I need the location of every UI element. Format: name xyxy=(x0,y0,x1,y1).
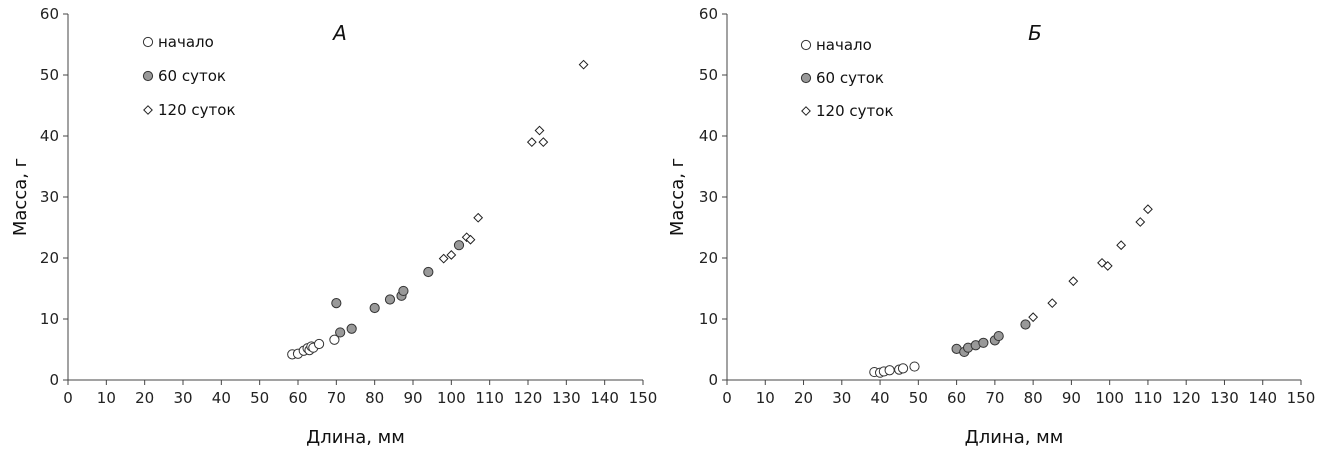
y-tick-label: 10 xyxy=(699,310,718,328)
x-tick-label: 110 xyxy=(475,389,504,407)
y-tick-label: 60 xyxy=(40,5,59,23)
data-point xyxy=(1135,217,1146,227)
x-tick-label: 70 xyxy=(327,389,346,407)
y-tick-label: 40 xyxy=(699,127,718,145)
panel-label: Б xyxy=(1028,21,1042,45)
x-tick-label: 40 xyxy=(871,389,890,407)
legend-marker xyxy=(142,70,154,82)
data-point xyxy=(398,285,409,297)
data-point xyxy=(369,302,380,314)
y-tick-label: 50 xyxy=(40,66,59,84)
data-point xyxy=(423,266,434,278)
x-tick-label: 150 xyxy=(629,389,658,407)
x-tick-label: 60 xyxy=(947,389,966,407)
data-point xyxy=(446,250,457,260)
x-tick-label: 120 xyxy=(1172,389,1201,407)
y-tick-label: 30 xyxy=(40,188,59,206)
data-point xyxy=(1097,257,1107,268)
x-axis-title: Длина, мм xyxy=(306,427,405,448)
legend-marker xyxy=(142,36,154,48)
data-point xyxy=(473,212,484,223)
x-tick-label: 0 xyxy=(63,389,73,407)
x-axis-title: Длина, мм xyxy=(965,427,1064,448)
data-point xyxy=(335,327,346,338)
y-tick-label: 60 xyxy=(699,5,718,23)
legend-marker xyxy=(143,105,153,115)
data-point xyxy=(1020,319,1031,330)
x-tick-label: 20 xyxy=(794,389,813,407)
legend-marker xyxy=(800,39,812,51)
y-tick-label: 0 xyxy=(49,371,59,389)
data-point xyxy=(978,337,989,348)
x-tick-label: 10 xyxy=(97,389,116,407)
x-tick-label: 100 xyxy=(437,389,466,407)
data-point xyxy=(384,294,396,305)
data-point xyxy=(578,59,589,70)
data-point xyxy=(329,334,340,345)
data-point xyxy=(526,137,537,148)
data-point xyxy=(897,363,909,374)
x-tick-label: 70 xyxy=(985,389,1004,407)
data-point xyxy=(1028,312,1039,323)
data-point xyxy=(1143,204,1153,215)
legend-label: начало xyxy=(816,36,872,54)
legend-label: 120 суток xyxy=(816,102,894,120)
data-point xyxy=(884,365,895,376)
y-axis-title: Масса, г xyxy=(10,158,31,236)
y-tick-label: 20 xyxy=(40,249,59,267)
x-tick-label: 140 xyxy=(590,389,619,407)
x-tick-label: 100 xyxy=(1095,389,1124,407)
x-tick-label: 60 xyxy=(288,389,307,407)
data-point xyxy=(465,234,476,245)
x-tick-label: 90 xyxy=(1062,389,1081,407)
legend-label: 60 суток xyxy=(158,67,226,85)
x-tick-label: 150 xyxy=(1287,389,1316,407)
x-tick-label: 110 xyxy=(1134,389,1163,407)
data-point xyxy=(1102,261,1113,271)
data-point xyxy=(1116,240,1127,251)
x-tick-label: 90 xyxy=(403,389,422,407)
y-tick-label: 0 xyxy=(708,371,718,389)
y-tick-label: 30 xyxy=(699,188,718,206)
data-point xyxy=(1068,276,1079,287)
chart-panel-b: 0 10 20 30 40 50 60 70 80 90 100 110 120 130 140 150 0 10… xyxy=(667,5,1315,448)
legend-label: 120 суток xyxy=(158,101,236,119)
data-point xyxy=(993,330,1004,342)
data-point xyxy=(538,137,549,148)
x-tick-label: 80 xyxy=(365,389,384,407)
legend-marker xyxy=(801,106,811,116)
legend-label: начало xyxy=(158,33,214,51)
x-tick-label: 140 xyxy=(1248,389,1277,407)
y-tick-label: 40 xyxy=(40,127,59,145)
y-tick-label: 50 xyxy=(699,66,718,84)
x-tick-label: 50 xyxy=(250,389,269,407)
x-tick-label: 30 xyxy=(832,389,851,407)
panel-label: А xyxy=(331,21,347,45)
x-tick-label: 50 xyxy=(909,389,928,407)
data-point xyxy=(909,361,920,372)
x-tick-label: 20 xyxy=(135,389,154,407)
x-tick-label: 30 xyxy=(173,389,192,407)
y-tick-label: 20 xyxy=(699,249,718,267)
x-tick-label: 130 xyxy=(1210,389,1239,407)
x-tick-label: 130 xyxy=(552,389,581,407)
x-tick-label: 80 xyxy=(1024,389,1043,407)
data-point xyxy=(1047,298,1058,309)
data-point xyxy=(346,323,357,334)
data-point xyxy=(438,253,449,264)
x-tick-label: 120 xyxy=(514,389,543,407)
data-point xyxy=(313,338,325,350)
data-point xyxy=(534,125,545,136)
x-tick-label: 10 xyxy=(756,389,775,407)
legend-marker xyxy=(800,72,812,84)
data-point xyxy=(331,298,342,309)
x-tick-label: 0 xyxy=(722,389,732,407)
legend-label: 60 суток xyxy=(816,69,884,87)
chart-panel-a: 0 10 20 30 40 50 60 70 80 90 100 110 120 130 140 150 0 10… xyxy=(10,5,657,448)
y-axis-title: Масса, г xyxy=(667,158,688,236)
data-point xyxy=(453,240,465,251)
x-tick-label: 40 xyxy=(212,389,231,407)
y-tick-label: 10 xyxy=(40,310,59,328)
